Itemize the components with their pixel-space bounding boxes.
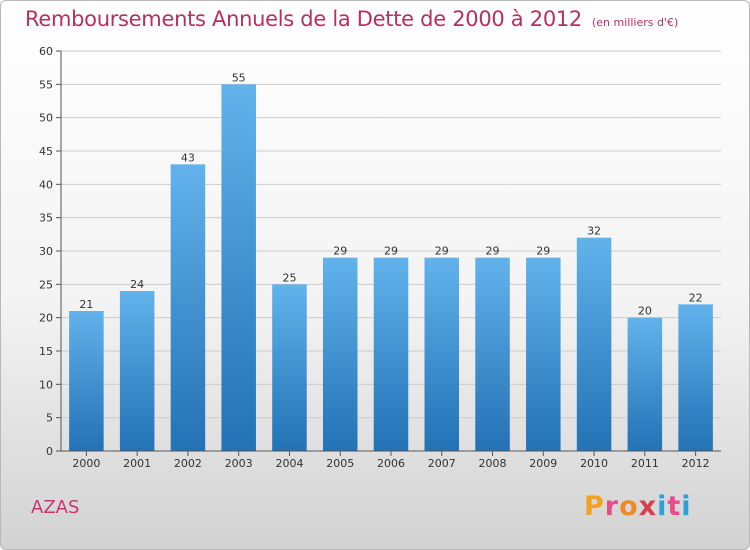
data-label-2000: 21 [79, 298, 93, 311]
data-label-2006: 29 [384, 245, 398, 258]
data-label-2002: 43 [181, 151, 195, 164]
chart-title-text: Remboursements Annuels de la Dette de 20… [25, 7, 582, 31]
bar-2010[interactable] [576, 237, 612, 451]
y-tick-label: 50 [39, 112, 53, 125]
chart-title: Remboursements Annuels de la Dette de 20… [25, 7, 678, 31]
logo-letter: P [584, 491, 605, 522]
logo-letter: x [638, 491, 658, 522]
logo-letter: o [619, 491, 639, 522]
y-tick-label: 60 [39, 45, 53, 58]
x-tick-label: 2003 [225, 457, 253, 470]
data-label-2008: 29 [486, 245, 500, 258]
x-tick-label: 2002 [174, 457, 202, 470]
bar-2004[interactable] [272, 284, 307, 451]
data-label-2012: 22 [689, 291, 703, 304]
chart-unit: (en milliers d'€) [592, 16, 679, 29]
proxiti-logo[interactable]: Proxiti [584, 491, 692, 522]
y-tick-label: 55 [39, 78, 53, 91]
y-tick-label: 20 [39, 312, 53, 325]
bar-2012[interactable] [678, 304, 713, 451]
x-tick-label: 2001 [123, 457, 151, 470]
axes: 0 5 10 15 20 25 30 35 40 45 50 55 60 2000 2001 2002 2003… [39, 45, 721, 470]
bar-2006[interactable] [373, 257, 409, 451]
y-tick-label: 40 [39, 178, 53, 191]
y-tick-label: 10 [39, 378, 53, 391]
bar-2009[interactable] [526, 257, 561, 451]
y-tick-label: 35 [39, 212, 53, 225]
x-tick-label: 2011 [631, 457, 659, 470]
data-label-2011: 20 [638, 305, 652, 318]
bar-2003[interactable] [221, 84, 256, 451]
logo-letter: i [657, 491, 668, 522]
x-tick-label: 2006 [377, 457, 405, 470]
x-tick-label: 2004 [275, 457, 303, 470]
place-name: AZAS [31, 497, 80, 518]
data-label-2003: 55 [232, 71, 246, 84]
data-label-2010: 32 [587, 225, 601, 238]
x-tick-label: 2005 [326, 457, 354, 470]
data-label-2009: 29 [536, 245, 550, 258]
x-tick-label: 2008 [479, 457, 507, 470]
x-tick-label: 2000 [72, 457, 100, 470]
y-tick-label: 45 [39, 145, 53, 158]
y-tick-label: 25 [39, 278, 53, 291]
x-tick-label: 2012 [682, 457, 710, 470]
bar-2000[interactable] [69, 311, 104, 451]
bar-2007[interactable] [424, 257, 460, 451]
bar-2002[interactable] [170, 164, 206, 452]
logo-letter: i [681, 491, 692, 522]
logo-letter: r [604, 491, 620, 522]
bar-2011[interactable] [627, 317, 663, 451]
bar-2005[interactable] [322, 257, 358, 451]
bar-2001[interactable] [119, 291, 155, 451]
data-label-2004: 25 [282, 271, 296, 284]
y-tick-label: 0 [46, 445, 53, 458]
data-label-2005: 29 [333, 245, 347, 258]
data-label-2007: 29 [435, 245, 449, 258]
bar-2008[interactable] [475, 257, 510, 451]
logo-letter: t [667, 491, 682, 522]
bars: 21 24 43 55 25 29 29 29 29 29 32 20 22 [69, 71, 713, 452]
y-tick-label: 30 [39, 245, 53, 258]
x-tick-label: 2009 [529, 457, 557, 470]
y-tick-label: 15 [39, 345, 53, 358]
x-tick-label: 2010 [580, 457, 608, 470]
y-tick-label: 5 [46, 412, 53, 425]
x-tick-label: 2007 [428, 457, 456, 470]
data-label-2001: 24 [130, 278, 144, 291]
